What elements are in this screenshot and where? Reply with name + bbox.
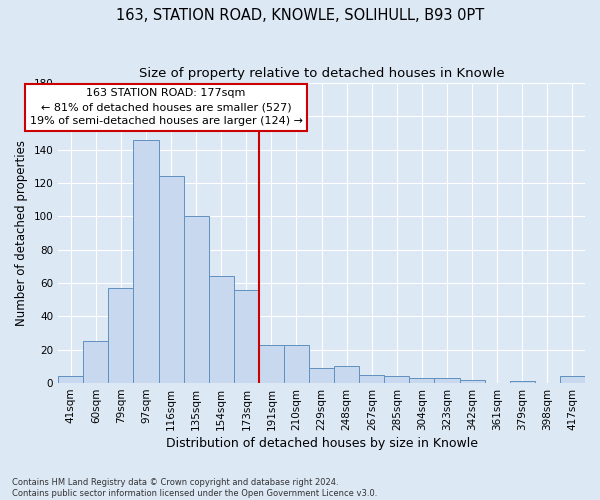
Bar [133,140,158,383]
Y-axis label: Number of detached properties: Number of detached properties [15,140,28,326]
Bar [284,344,309,383]
Bar [83,342,109,383]
Bar [510,382,535,383]
Bar [109,288,133,383]
Bar [309,368,334,383]
Bar [560,376,585,383]
Bar [434,378,460,383]
X-axis label: Distribution of detached houses by size in Knowle: Distribution of detached houses by size … [166,437,478,450]
Bar [184,216,209,383]
Bar [158,176,184,383]
Text: Contains HM Land Registry data © Crown copyright and database right 2024.
Contai: Contains HM Land Registry data © Crown c… [12,478,377,498]
Bar [259,344,284,383]
Bar [460,380,485,383]
Bar [359,374,385,383]
Bar [409,378,434,383]
Bar [234,290,259,383]
Text: 163 STATION ROAD: 177sqm
← 81% of detached houses are smaller (527)
19% of semi-: 163 STATION ROAD: 177sqm ← 81% of detach… [29,88,302,126]
Bar [334,366,359,383]
Bar [385,376,409,383]
Bar [209,276,234,383]
Title: Size of property relative to detached houses in Knowle: Size of property relative to detached ho… [139,68,505,80]
Bar [58,376,83,383]
Text: 163, STATION ROAD, KNOWLE, SOLIHULL, B93 0PT: 163, STATION ROAD, KNOWLE, SOLIHULL, B93… [116,8,484,22]
